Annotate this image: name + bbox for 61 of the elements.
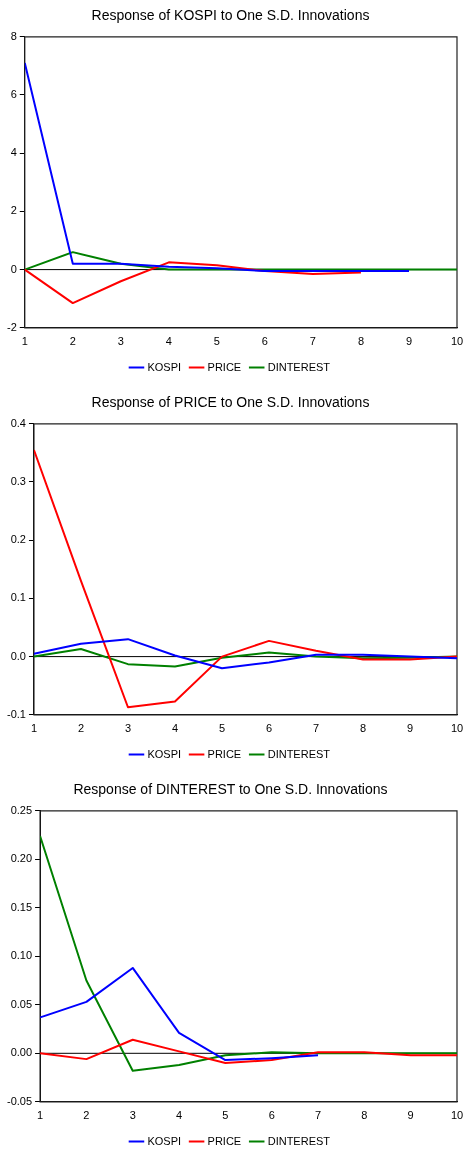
y-tick-label: 0.4: [10, 416, 26, 429]
y-tick-label: 0.0: [10, 649, 26, 662]
x-tick-label: 8: [357, 335, 365, 348]
chart-title: Response of DINTEREST to One S.D. Innovations: [73, 781, 388, 798]
x-tick-label: 8: [359, 722, 367, 735]
x-tick-label: 9: [406, 722, 414, 735]
x-tick-label: 3: [129, 1109, 136, 1122]
x-tick-label: 7: [309, 335, 316, 348]
legend-label: DINTEREST: [267, 360, 331, 373]
y-tick-label: -0.1: [6, 707, 26, 720]
x-tick-label: 5: [213, 335, 220, 348]
x-tick-label: 5: [222, 1109, 229, 1122]
x-tick-label: 2: [83, 1109, 90, 1122]
legend-label: PRICE: [207, 1134, 242, 1147]
legend-label: PRICE: [207, 747, 242, 760]
x-tick-label: 1: [30, 722, 38, 735]
legend-label: KOSPI: [147, 747, 182, 760]
x-tick-label: 9: [407, 1109, 414, 1122]
x-tick-label: 3: [117, 335, 124, 348]
x-tick-label: 2: [77, 722, 85, 735]
x-tick-label: 10: [450, 335, 464, 348]
x-tick-label: 6: [265, 722, 273, 735]
x-tick-label: 8: [361, 1109, 368, 1122]
y-tick-label: -2: [7, 320, 17, 333]
y-tick-label: 0.20: [10, 852, 33, 865]
y-tick-label: 8: [10, 29, 17, 42]
y-tick-label: 4: [10, 146, 17, 159]
y-tick-label: 0: [10, 262, 17, 275]
y-tick-label: 0.3: [10, 475, 26, 488]
x-tick-label: 9: [405, 335, 413, 348]
x-tick-label: 4: [171, 722, 179, 735]
x-tick-label: 1: [21, 335, 28, 348]
y-tick-label: 0.05: [10, 997, 33, 1010]
x-tick-label: 4: [175, 1109, 183, 1122]
y-tick-label: 0.15: [10, 900, 33, 913]
y-tick-label: 0.1: [10, 591, 26, 604]
x-tick-label: 6: [268, 1109, 275, 1122]
x-tick-label: 1: [37, 1109, 44, 1122]
x-tick-label: 10: [450, 1109, 464, 1122]
y-tick-label: 0.10: [10, 949, 33, 962]
y-tick-label: 0.00: [10, 1046, 33, 1059]
y-tick-label: 0.2: [10, 533, 26, 546]
x-tick-label: 7: [312, 722, 320, 735]
chart-title: Response of PRICE to One S.D. Innovations: [91, 394, 370, 411]
x-tick-label: 7: [314, 1109, 322, 1122]
legend-label: DINTEREST: [267, 747, 331, 760]
legend-label: DINTEREST: [267, 1134, 331, 1147]
y-tick-label: 6: [10, 88, 17, 101]
x-tick-label: 3: [124, 722, 132, 735]
x-tick-label: 5: [218, 722, 226, 735]
x-tick-label: 6: [261, 335, 268, 348]
x-tick-label: 10: [450, 722, 464, 735]
x-tick-label: 4: [165, 335, 172, 348]
x-tick-label: 2: [69, 335, 76, 348]
legend-label: KOSPI: [147, 360, 182, 373]
chart-title: Response of KOSPI to One S.D. Innovations: [91, 7, 370, 24]
legend-label: KOSPI: [147, 1134, 182, 1147]
y-tick-label: 0.25: [10, 803, 33, 816]
y-tick-label: 2: [10, 204, 17, 217]
y-tick-label: -0.05: [6, 1094, 33, 1107]
legend-label: PRICE: [207, 360, 242, 373]
